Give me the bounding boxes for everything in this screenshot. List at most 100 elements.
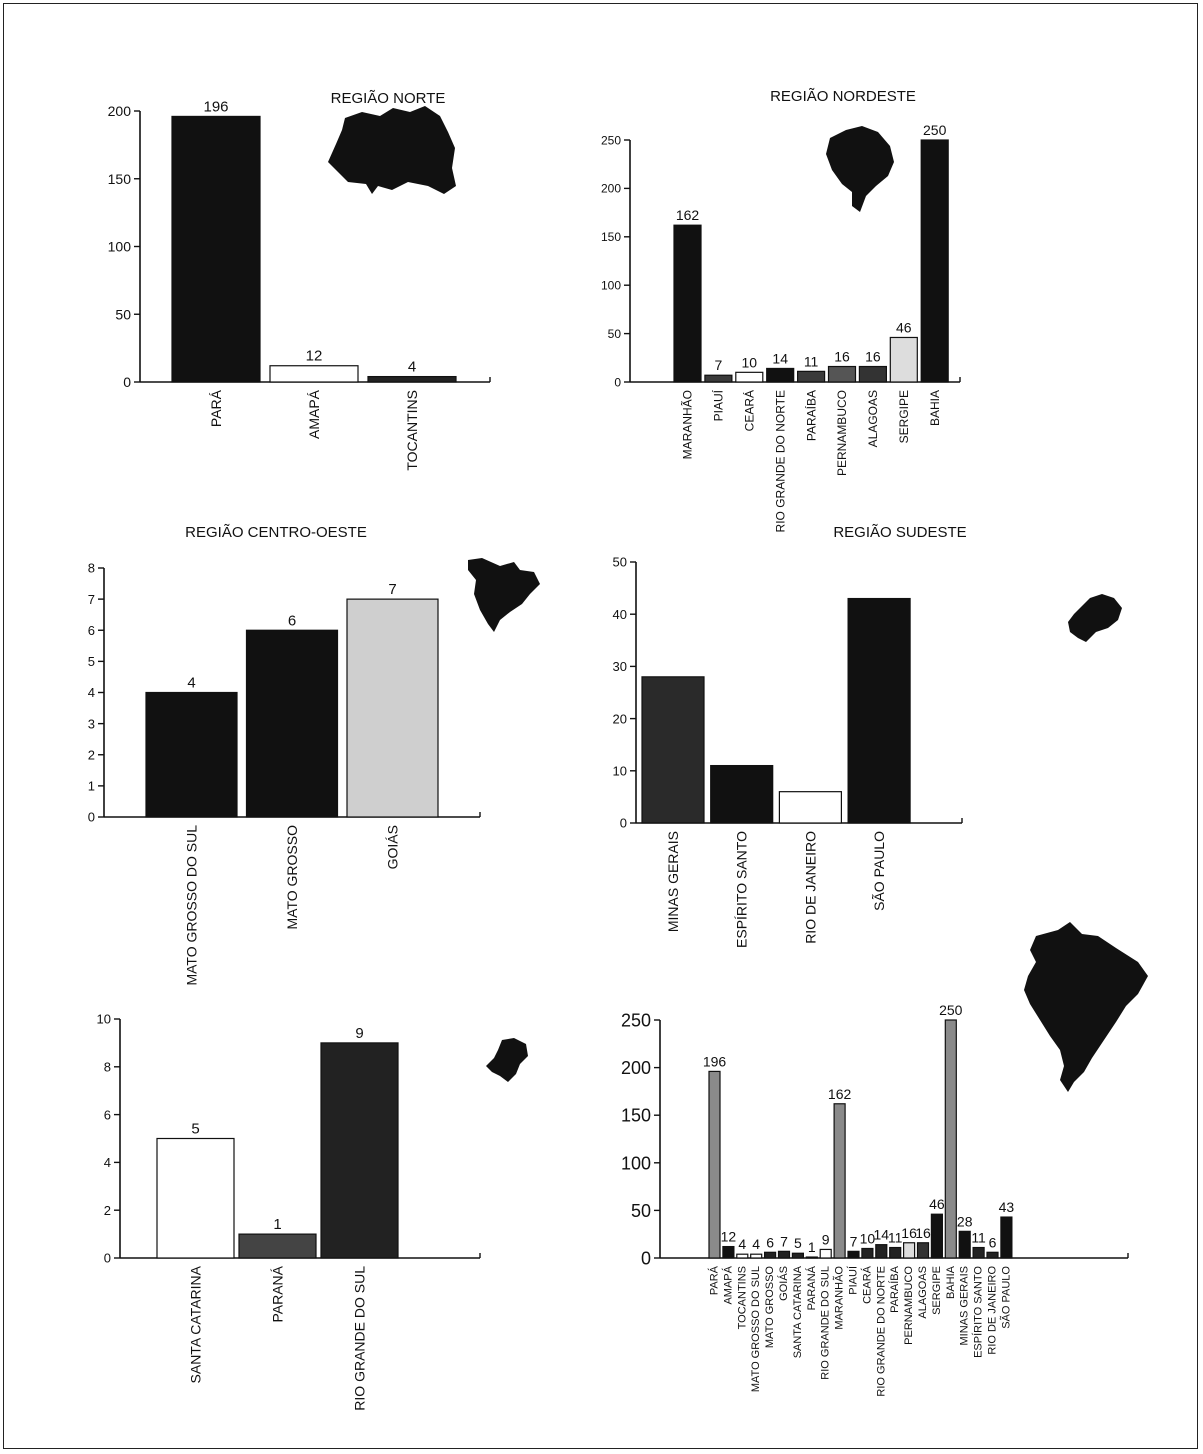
bar (944, 1019, 957, 1259)
category-label: SERGIPE (897, 390, 911, 443)
y-tick-label: 250 (601, 133, 621, 147)
map-sul-icon (486, 1038, 528, 1082)
bar (766, 367, 795, 383)
category-label: AMAPÁ (721, 1265, 734, 1304)
data-label: 16 (915, 1225, 931, 1241)
bar (245, 629, 339, 818)
bar (156, 1137, 235, 1259)
y-tick-label: 0 (641, 1248, 651, 1268)
category-label: MARANHÃO (833, 1266, 846, 1330)
y-tick-label: 10 (613, 763, 627, 778)
bar (791, 1252, 805, 1259)
y-tick-label: 2 (104, 1203, 111, 1218)
category-label: GOIÁS (777, 1266, 790, 1301)
category-label: SERGIPE (931, 1266, 943, 1315)
chart-title: REGIÃO CENTRO-OESTE (185, 524, 367, 541)
y-tick-label: 0 (104, 1251, 111, 1266)
category-label: ESPÍRITO SANTO (972, 1266, 985, 1358)
data-label: 9 (822, 1231, 830, 1247)
category-label: ESPÍRITO SANTO (734, 831, 750, 948)
category-label: SANTA CATARINA (187, 1265, 203, 1383)
data-label: 4 (187, 675, 195, 692)
y-tick-label: 50 (115, 306, 131, 322)
category-label: MINAS GERAIS (959, 1266, 971, 1345)
category-label: MARANHÃO (681, 390, 695, 459)
category-label: MATO GROSSO (764, 1266, 776, 1349)
y-tick-label: 20 (613, 711, 627, 726)
category-label: ALAGOAS (866, 390, 880, 447)
data-label: 250 (939, 1002, 963, 1018)
data-label: 6 (288, 612, 296, 629)
bar (704, 374, 733, 383)
y-tick-label: 0 (88, 810, 95, 825)
map-brasil-icon (1024, 922, 1148, 1092)
category-label: RIO GRANDE DO NORTE (875, 1266, 887, 1397)
data-label: 162 (676, 207, 700, 223)
y-tick-label: 50 (631, 1201, 651, 1221)
y-tick-label: 1 (88, 779, 95, 794)
chart-sul: 0 2 4 6 8 10 5 SANTA CATARINA 1 PARANÁ 9 RIO GRANDE… (97, 1012, 481, 1411)
category-label: PARANÁ (269, 1265, 285, 1322)
category-label: PARÁ (208, 389, 224, 427)
data-label: 7 (388, 581, 396, 598)
data-label: 10 (742, 354, 758, 370)
category-label: RIO GRANDE DO SUL (820, 1266, 832, 1380)
category-label: CEARÁ (860, 1265, 873, 1304)
figure-frame (3, 3, 1198, 1449)
bar (796, 370, 826, 383)
map-sudeste-icon (1068, 594, 1122, 642)
bar (346, 598, 439, 818)
bar (269, 365, 359, 383)
category-label: RIO DE JANEIRO (802, 831, 818, 944)
category-label: CEARÁ (742, 390, 757, 431)
bar (972, 1246, 985, 1259)
data-label: 6 (989, 1234, 997, 1250)
chart-sudeste: 0 10 20 30 40 50 REGIÃO SUDESTE MINAS GERAIS ESP… (613, 524, 967, 948)
category-label: RIO DE JANEIRO (987, 1266, 999, 1355)
category-label: MATO GROSSO DO SUL (183, 825, 199, 986)
data-label: 43 (999, 1199, 1015, 1215)
category-label: SANTA CATARINA (792, 1265, 804, 1358)
y-tick-label: 100 (601, 279, 621, 293)
bar (827, 365, 857, 383)
y-tick-label: 150 (621, 1106, 651, 1126)
data-label: 7 (850, 1233, 858, 1249)
y-tick-label: 50 (613, 555, 627, 570)
bar (805, 1256, 818, 1259)
y-tick-label: 200 (601, 182, 621, 196)
bar (778, 791, 843, 824)
data-label: 9 (355, 1025, 363, 1042)
y-tick-label: 100 (108, 239, 132, 255)
y-tick-label: 100 (621, 1153, 651, 1173)
chart-title: REGIÃO NORTE (331, 90, 446, 107)
data-label: 5 (191, 1121, 199, 1138)
data-label: 11 (888, 1230, 903, 1246)
data-label: 7 (715, 357, 723, 373)
y-tick-label: 150 (601, 230, 621, 244)
bar (902, 1242, 916, 1259)
category-label: PARAÍBA (803, 390, 818, 441)
data-label: 16 (834, 349, 850, 365)
bar (861, 1247, 874, 1259)
category-label: TOCANTINS (736, 1266, 748, 1329)
category-label: AMAPÁ (306, 389, 322, 439)
category-label: PIAUÍ (847, 1265, 860, 1295)
y-tick-label: 10 (97, 1012, 111, 1027)
bar (847, 1250, 860, 1259)
category-label: MATO GROSSO DO SUL (750, 1266, 762, 1392)
map-norte-icon (328, 106, 456, 194)
y-tick-label: 4 (104, 1155, 111, 1170)
bar (958, 1230, 971, 1259)
data-label: 11 (971, 1230, 986, 1246)
bar (1000, 1216, 1013, 1259)
category-label: GOIÁS (384, 825, 400, 869)
data-label: 12 (721, 1229, 737, 1245)
data-label: 10 (860, 1230, 876, 1246)
bar (641, 676, 705, 824)
y-tick-label: 40 (613, 607, 627, 622)
bar (889, 1246, 902, 1259)
category-label: MATO GROSSO (284, 825, 300, 930)
category-label: MINAS GERAIS (665, 831, 681, 932)
bar (920, 139, 949, 383)
chart-title: REGIÃO NORDESTE (770, 88, 916, 105)
